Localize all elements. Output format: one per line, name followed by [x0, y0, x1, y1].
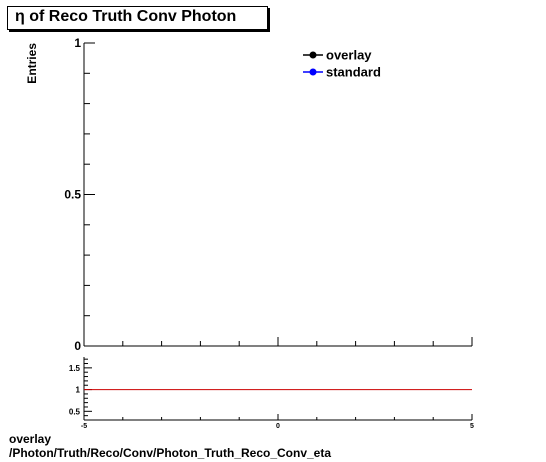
ratio-y-tick-label: 1: [76, 386, 81, 395]
ratio-x-tick-label: -5: [81, 423, 87, 430]
footer-line-2: /Photon/Truth/Reco/Conv/Photon_Truth_Rec…: [9, 446, 332, 460]
title-box: η of Reco Truth Conv Photon: [7, 6, 268, 30]
ratio-y-tick-label: 1.5: [69, 364, 81, 373]
chart-title: η of Reco Truth Conv Photon: [15, 8, 237, 25]
ratio-plot: 0.5 1 1.5 -5 0 5: [69, 357, 474, 430]
y-tick-label: 0.5: [64, 188, 81, 202]
y-tick-label: 1: [74, 36, 81, 50]
legend-marker-overlay: [309, 51, 317, 59]
ratio-x-tick-label: 0: [276, 423, 280, 430]
legend-label-standard: standard: [326, 65, 381, 80]
footer-line-1: overlay: [9, 432, 52, 446]
main-plot: 0 0.5 1 Entries overlay standard: [25, 36, 473, 353]
ratio-y-tick-label: 0.5: [69, 407, 81, 416]
y-axis-label: Entries: [25, 43, 39, 84]
ratio-x-tick-label: 5: [470, 423, 474, 430]
chart-canvas: 0 0.5 1 Entries overlay standard 0.5 1 1.5 -5 0 5: [25, 36, 474, 430]
legend-marker-standard: [309, 68, 317, 76]
y-tick-label: 0: [74, 339, 81, 353]
legend-label-overlay: overlay: [326, 48, 372, 63]
footer: overlay /Photon/Truth/Reco/Conv/Photon_T…: [9, 432, 331, 460]
